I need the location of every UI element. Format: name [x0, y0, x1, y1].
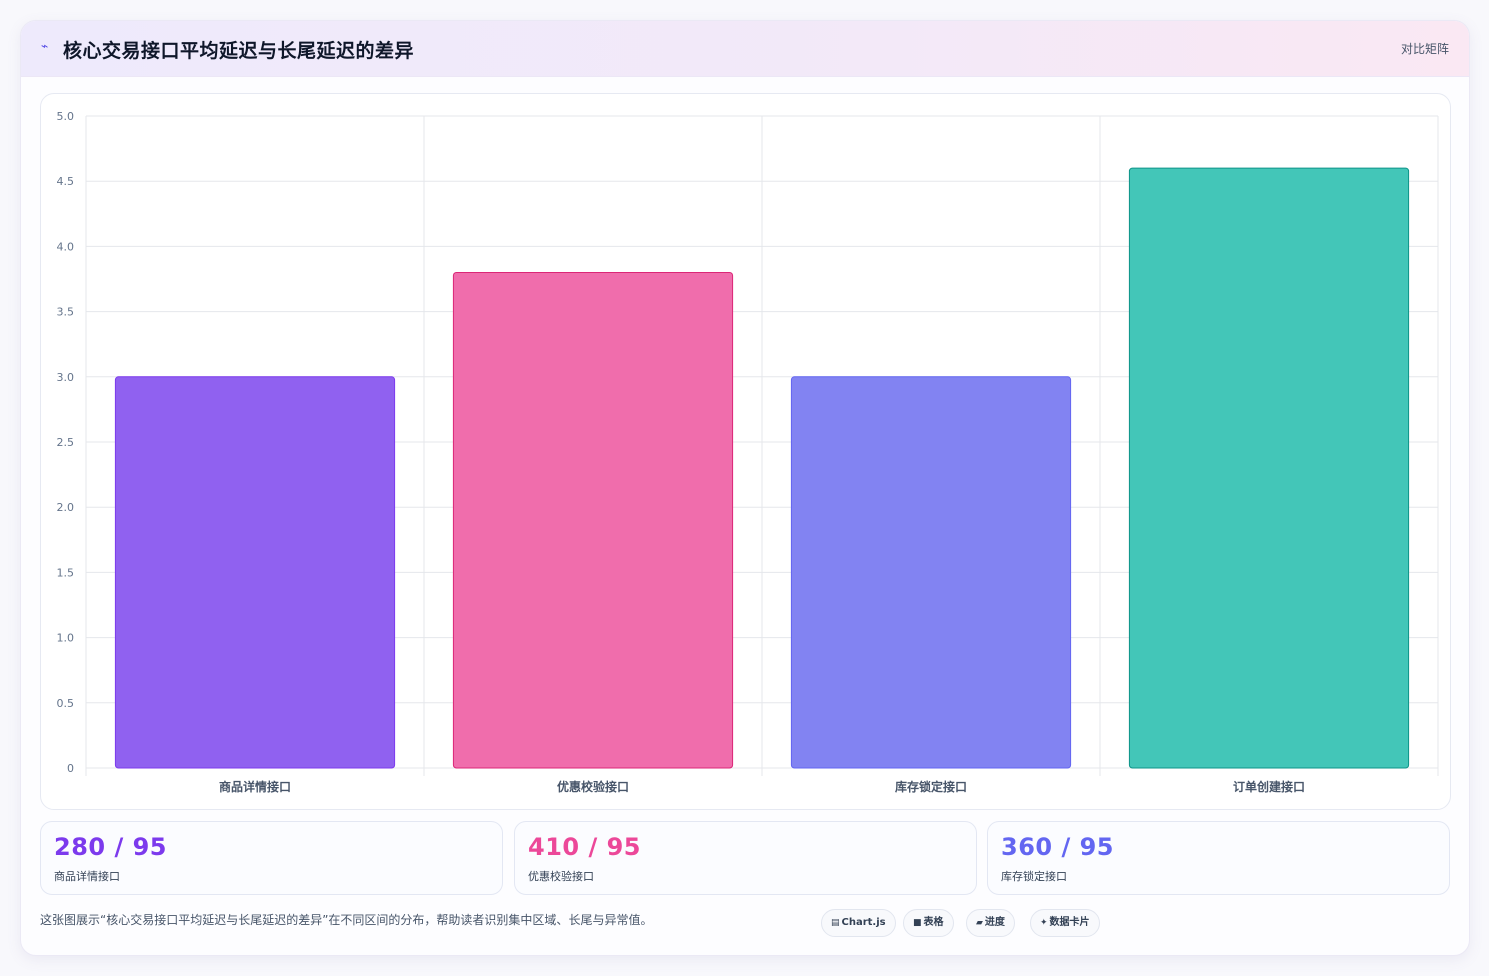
stat-value: 280 / 95 — [54, 833, 167, 861]
y-tick-label: 0 — [67, 762, 74, 775]
tag-chartjs[interactable]: ▤ Chart.js — [821, 909, 896, 937]
stat-value: 360 / 95 — [1001, 833, 1114, 861]
tag-label: 数据卡片 — [1049, 917, 1090, 928]
x-tick-label: 商品详情接口 — [219, 779, 291, 794]
tag-table[interactable]: ■ 表格 — [903, 909, 954, 937]
y-tick-label: 3.0 — [57, 371, 75, 384]
y-tick-label: 3.5 — [57, 306, 75, 319]
stat-label: 优惠校验接口 — [528, 870, 594, 883]
bar — [1128, 167, 1410, 769]
tag-label: 进度 — [984, 917, 1005, 928]
line-chart-icon: ⌁ — [41, 39, 49, 53]
tag-label: Chart.js — [841, 917, 886, 928]
bar-chart: 0 0.5 1.0 1.5 2.0 2.5 3.0 3.5 4.0 4.5 5.0 商品详情接口 优惠校… — [57, 110, 1439, 794]
x-tick-label: 订单创建接口 — [1233, 779, 1305, 794]
y-tick-label: 2.0 — [57, 501, 75, 514]
y-tick-label: 4.5 — [57, 175, 75, 188]
tag-label: 表格 — [923, 917, 944, 928]
stat-card-product: 280 / 95 商品详情接口 — [40, 821, 503, 895]
chart-caption: 这张图展示“核心交易接口平均延迟与长尾延迟的差异”在不同区间的分布，帮助读者识别… — [40, 913, 653, 927]
progress-icon: ▰ — [976, 918, 983, 928]
sparkle-icon: ✦ — [1040, 918, 1048, 928]
y-tick-label: 5.0 — [57, 110, 75, 123]
stat-value: 410 / 95 — [528, 833, 641, 861]
y-tick-label: 1.5 — [57, 566, 75, 579]
chart-title: 核心交易接口平均延迟与长尾延迟的差异 — [63, 40, 415, 62]
tag-progress[interactable]: ▰ 进度 — [966, 909, 1015, 937]
bar — [114, 376, 396, 769]
stat-label: 库存锁定接口 — [1001, 870, 1067, 883]
chart-box-icon: ▤ — [831, 918, 840, 928]
x-tick-label: 优惠校验接口 — [557, 779, 629, 794]
y-tick-label: 4.0 — [57, 240, 75, 253]
y-tick-label: 0.5 — [57, 697, 75, 710]
bar — [790, 376, 1072, 769]
chart-panel: 0 0.5 1.0 1.5 2.0 2.5 3.0 3.5 4.0 4.5 5.0 商品详情接口 优惠校… — [40, 93, 1451, 810]
x-tick-label: 库存锁定接口 — [895, 779, 967, 794]
stat-card-inventory: 360 / 95 库存锁定接口 — [987, 821, 1450, 895]
y-tick-label: 2.5 — [57, 436, 75, 449]
card-header: ⌁ 核心交易接口平均延迟与长尾延迟的差异 对比矩阵 — [21, 21, 1469, 77]
stat-card-coupon: 410 / 95 优惠校验接口 — [514, 821, 977, 895]
tag-data-card[interactable]: ✦ 数据卡片 — [1030, 909, 1100, 937]
table-icon: ■ — [913, 918, 922, 928]
bar — [452, 271, 734, 769]
compare-matrix-link[interactable]: 对比矩阵 — [1400, 42, 1449, 56]
y-tick-label: 1.0 — [57, 632, 75, 645]
stat-label: 商品详情接口 — [54, 870, 120, 883]
chart-card: ⌁ 核心交易接口平均延迟与长尾延迟的差异 对比矩阵 0 0.5 1.0 1.5 2.0 2… — [20, 20, 1470, 956]
